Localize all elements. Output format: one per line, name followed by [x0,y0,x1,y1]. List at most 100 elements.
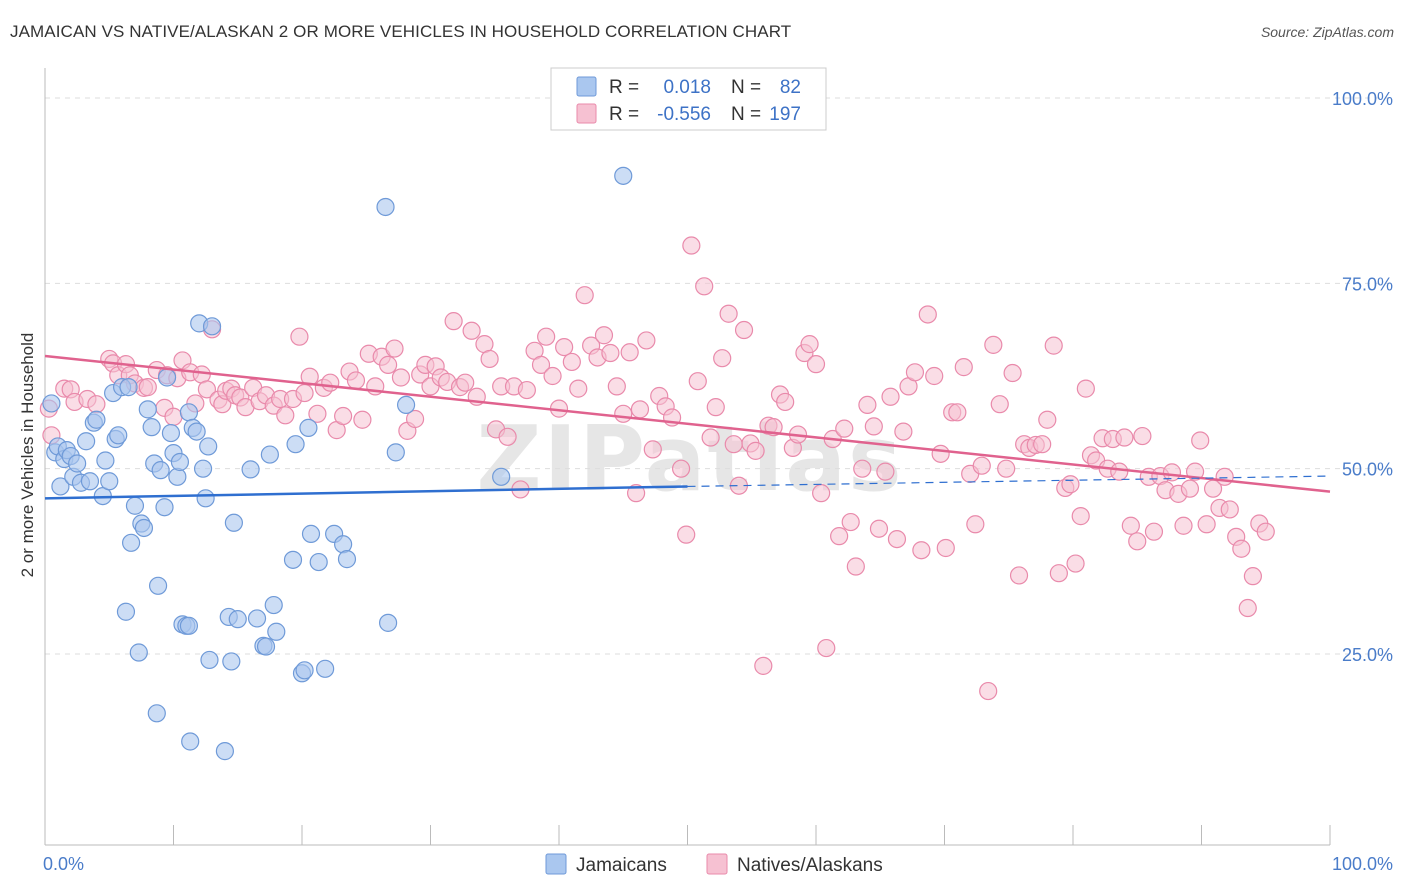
legend-r-label-1: R = [609,77,639,98]
legend-box: R = 0.018 N = 82 R = -0.556 N = 197 [550,67,827,131]
point-native-alaskan [1038,410,1057,429]
point-native-alaskan [1144,522,1164,541]
point-jamaican [286,435,305,454]
point-native-alaskan [321,373,340,392]
bottom-legend-swatch-natives [706,853,728,875]
point-native-alaskan [706,398,725,417]
point-native-alaskan [948,403,967,422]
y-tick-label: 50.0% [1342,460,1393,480]
source-credit: Source: ZipAtlas.com [1260,24,1394,40]
point-native-alaskan [776,392,795,412]
point-native-alaskan [1220,500,1239,519]
point-jamaican [187,422,206,441]
point-native-alaskan [1066,554,1085,573]
trend-line-jamaicans-extension [687,475,1331,488]
point-native-alaskan [997,459,1016,478]
point-jamaican [168,467,187,486]
point-native-alaskan [918,305,937,324]
point-native-alaskan [746,441,765,460]
point-native-alaskan [594,326,614,345]
point-jamaican [264,595,283,615]
point-jamaican [119,378,138,397]
point-native-alaskan [1061,475,1080,494]
bottom-legend-jamaicans: Jamaicans [576,855,667,876]
x-tick-label: 100.0% [1332,854,1393,874]
point-jamaican [80,472,100,491]
point-native-alaskan [630,400,650,419]
point-native-alaskan [480,349,499,369]
point-native-alaskan [543,366,562,386]
point-jamaican [100,472,119,491]
point-native-alaskan [887,529,907,549]
point-native-alaskan [677,525,696,544]
point-jamaican [316,659,335,678]
point-native-alaskan [1049,564,1068,583]
point-native-alaskan [835,419,854,438]
trend-line-natives [44,354,1331,493]
y-axis-title: 2 or more Vehicles in Household [18,333,37,578]
x-tick-label: 0.0% [43,854,84,874]
y-tick-label: 25.0% [1342,645,1393,665]
point-native-alaskan [1003,363,1022,383]
point-native-alaskan [1110,462,1129,481]
point-jamaican [376,197,395,217]
point-jamaican [492,467,511,486]
point-native-alaskan [869,519,889,538]
point-native-alaskan [138,378,157,397]
point-jamaican [121,533,141,552]
point-jamaican [42,394,61,413]
point-jamaican [309,552,328,572]
point-native-alaskan [846,557,865,576]
point-native-alaskan [1243,567,1263,586]
point-jamaican [396,395,416,415]
legend-r-label-2: R = [609,104,639,125]
point-native-alaskan [276,406,295,425]
point-jamaican [202,317,222,336]
point-native-alaskan [87,395,106,414]
point-native-alaskan [334,406,353,426]
point-native-alaskan [984,335,1003,354]
point-jamaican [129,643,148,662]
point-native-alaskan [817,638,836,658]
point-native-alaskan [1009,566,1029,585]
point-native-alaskan [1076,379,1095,398]
point-native-alaskan [841,512,860,532]
point-native-alaskan [734,320,754,340]
point-native-alaskan [569,379,588,398]
point-native-alaskan [1128,532,1147,551]
point-jamaican [68,454,87,473]
point-jamaican [138,400,157,419]
point-native-alaskan [164,407,183,426]
point-native-alaskan [601,343,620,363]
point-native-alaskan [954,358,973,377]
point-jamaican [196,489,215,508]
point-native-alaskan [688,372,707,391]
chart-title: JAMAICAN VS NATIVE/ALASKAN 2 OR MORE VEH… [10,22,792,41]
point-native-alaskan [936,538,955,558]
point-native-alaskan [1215,467,1234,486]
point-jamaican [193,459,213,478]
y-tick-label: 75.0% [1342,274,1393,294]
point-native-alaskan [1232,539,1251,558]
point-jamaican [215,742,234,761]
gridlines [45,97,1395,655]
point-native-alaskan [308,404,327,423]
point-native-alaskan [912,541,931,560]
y-tick-label: 100.0% [1332,89,1393,109]
legend-n-label-1: N = [731,77,761,98]
point-native-alaskan [626,484,646,503]
point-native-alaskan [444,312,463,331]
axes [44,68,1331,846]
point-jamaican [260,445,279,464]
point-native-alaskan [881,387,900,406]
point-native-alaskan [990,395,1009,414]
point-native-alaskan [300,367,319,386]
point-jamaican [147,704,166,723]
point-native-alaskan [979,681,998,701]
legend-n-value-1: 82 [780,77,801,98]
legend-n-label-2: N = [731,104,761,125]
point-native-alaskan [637,331,656,350]
point-jamaican [334,535,353,554]
point-native-alaskan [1121,516,1140,535]
